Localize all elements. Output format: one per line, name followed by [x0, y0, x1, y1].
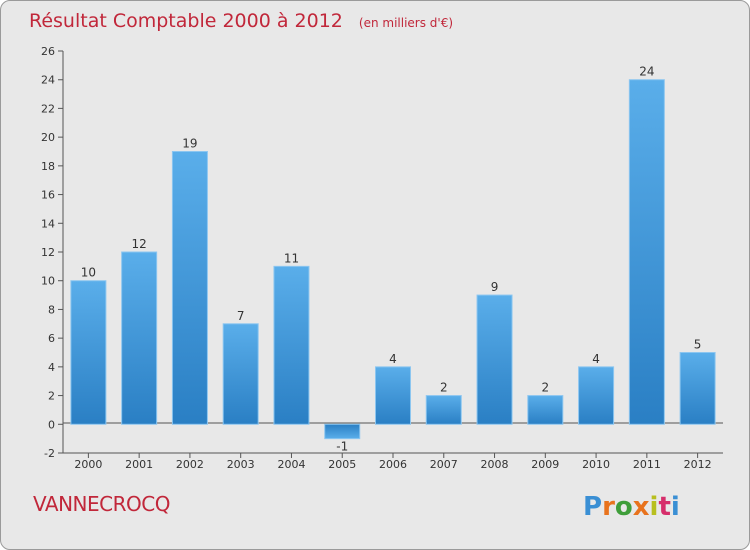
bar-group: [71, 80, 715, 439]
bar-2000: [71, 281, 106, 425]
bar-2006: [376, 367, 411, 424]
bar-2003: [223, 324, 258, 425]
logo-letter: t: [658, 492, 670, 522]
data-label-2010: 4: [592, 352, 600, 366]
bar-2009: [528, 396, 563, 425]
data-label-2004: 11: [284, 251, 299, 265]
x-tick-label: 2009: [531, 458, 559, 471]
y-tick-label: 16: [41, 189, 55, 202]
x-tick-label: 2012: [684, 458, 712, 471]
x-tick-label: 2003: [227, 458, 255, 471]
data-label-2003: 7: [237, 309, 245, 323]
y-tick-label: 12: [41, 246, 55, 259]
y-tick-label: 20: [41, 131, 55, 144]
data-label-2007: 2: [440, 381, 448, 395]
y-tick-label: 14: [41, 217, 55, 230]
y-tick-label: 0: [48, 418, 55, 431]
y-tick-label: 10: [41, 275, 55, 288]
logo-letter: x: [633, 492, 650, 522]
chart-svg: Résultat Comptable 2000 à 2012 (en milli…: [1, 1, 750, 550]
logo-letter: i: [671, 492, 680, 522]
logo-letter: P: [583, 492, 602, 522]
chart-title-unit: (en milliers d'€): [359, 16, 453, 30]
x-tick-label: 2006: [379, 458, 407, 471]
commune-name: VANNECROCQ: [33, 492, 170, 516]
data-label-2012: 5: [694, 338, 702, 352]
bar-2001: [122, 252, 157, 424]
data-label-2011: 24: [639, 65, 654, 79]
data-label-2002: 19: [182, 137, 197, 151]
x-tick-label: 2005: [328, 458, 356, 471]
bar-2011: [629, 80, 664, 425]
bar-2012: [680, 353, 715, 425]
x-tick-label: 2002: [176, 458, 204, 471]
x-tick-label: 2001: [125, 458, 153, 471]
chart-title-main: Résultat Comptable 2000 à 2012: [29, 10, 343, 32]
y-tick-label: 22: [41, 102, 55, 115]
y-tick-label: 4: [48, 361, 55, 374]
bar-2002: [172, 152, 207, 425]
y-tick-label: 24: [41, 74, 55, 87]
data-label-2000: 10: [81, 266, 96, 280]
x-tick-label: 2011: [633, 458, 661, 471]
data-label-2001: 12: [132, 237, 147, 251]
x-tick-label: 2000: [74, 458, 102, 471]
y-tick-label: 26: [41, 45, 55, 58]
data-label-2009: 2: [541, 381, 549, 395]
y-tick-label: 2: [48, 390, 55, 403]
logo-letter: i: [650, 492, 659, 522]
y-tick-label: 8: [48, 303, 55, 316]
y-tick-label: 6: [48, 332, 55, 345]
data-label-2006: 4: [389, 352, 397, 366]
x-tick-label: 2004: [277, 458, 305, 471]
chart-frame: Résultat Comptable 2000 à 2012 (en milli…: [0, 0, 750, 550]
bar-2007: [426, 396, 461, 425]
y-tick-label: 18: [41, 160, 55, 173]
bar-2010: [579, 367, 614, 424]
y-tick-label: -2: [44, 447, 55, 460]
proxiti-logo: Proxiti: [583, 492, 680, 522]
x-tick-label: 2008: [481, 458, 509, 471]
data-label-2008: 9: [491, 280, 499, 294]
logo-letter: r: [602, 492, 615, 522]
chart-title: Résultat Comptable 2000 à 2012 (en milli…: [29, 10, 453, 32]
bar-2008: [477, 295, 512, 424]
x-tick-label: 2010: [582, 458, 610, 471]
data-label-2005: -1: [336, 440, 348, 454]
x-tick-group: 2000 2001 2002 2003 2004 2005 2006 2007 2008 2009…: [74, 453, 711, 471]
bar-2005: [325, 424, 360, 438]
x-tick-label: 2007: [430, 458, 458, 471]
logo-letter: o: [615, 492, 633, 522]
bar-2004: [274, 266, 309, 424]
